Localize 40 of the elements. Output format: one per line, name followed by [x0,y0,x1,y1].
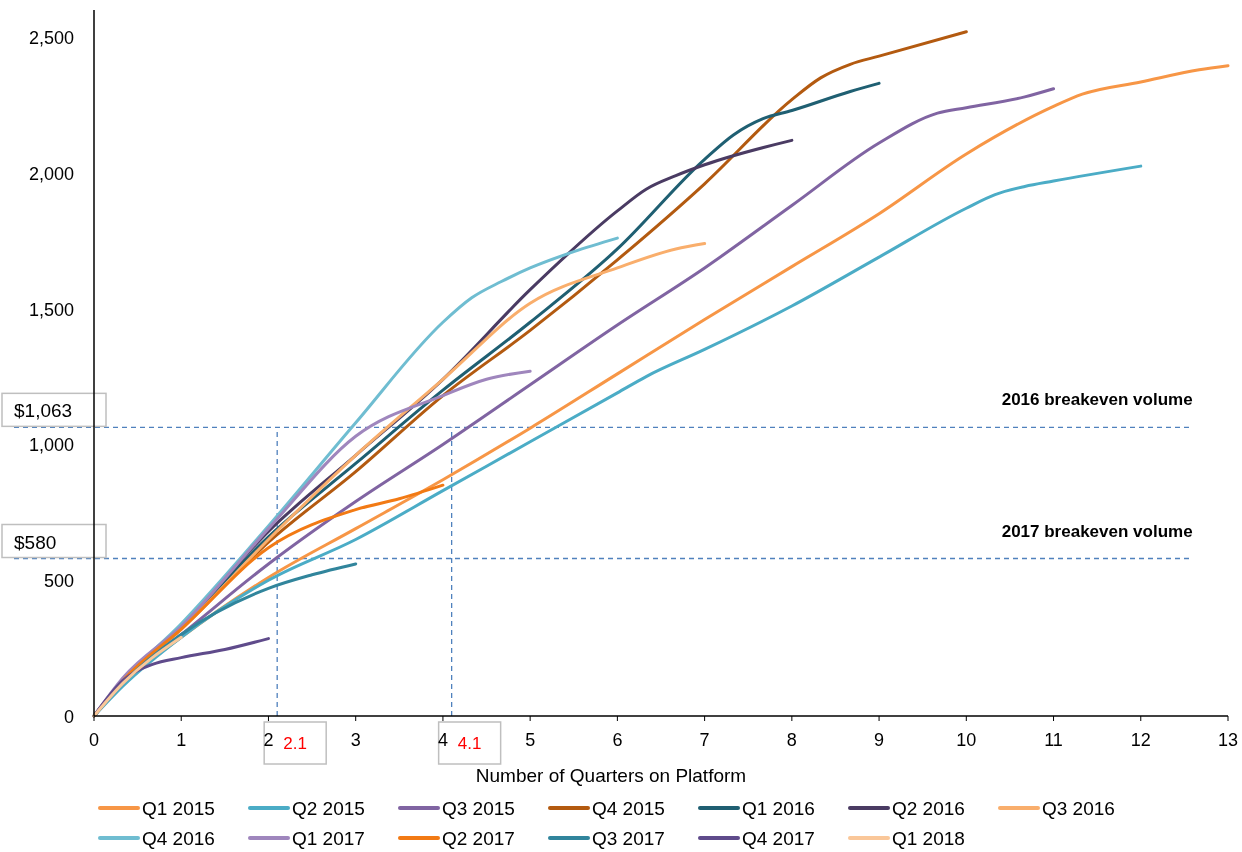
y-tick-label: 500 [43,571,74,592]
x-tick-label: 2 [263,730,274,750]
legend-label: Q2 2016 [892,798,965,819]
x-tick-label: 4 [437,730,448,750]
x-tick-label: 6 [612,730,623,750]
y-tick-label: 2,500 [28,28,74,49]
legend-label: Q2 2015 [292,798,365,819]
legend-label: Q1 2017 [292,828,365,849]
legend-label: Q3 2017 [592,828,665,849]
x-tick-label: 7 [699,730,710,750]
legend-label: Q1 2015 [142,798,215,819]
x-axis-title: Number of Quarters on Platform [475,765,747,786]
x-tick-label: 5 [525,730,536,750]
x-tick-label: 13 [1217,730,1239,750]
x-tick-label: 3 [350,730,361,750]
legend-label: Q4 2016 [142,828,215,849]
x-tick-label: 8 [786,730,797,750]
ref-line-label: 4.1 [457,734,482,753]
legend-label: Q4 2017 [742,828,815,849]
legend-label: Q1 2018 [892,828,965,849]
legend-label: Q4 2015 [592,798,665,819]
ref-line-label: 2.1 [283,734,307,753]
legend-label: Q1 2016 [742,798,815,819]
legend-label: Q3 2015 [442,798,515,819]
annotation: 2017 breakeven volume [1001,521,1193,541]
ref-line-label: $580 [14,531,57,553]
annotation: 2016 breakeven volume [1001,390,1193,410]
x-tick-label: 10 [956,730,977,750]
y-tick-label: 1,000 [28,435,74,456]
x-tick-label: 12 [1130,730,1151,750]
legend-label: Q3 2016 [1042,798,1115,819]
y-tick-label: 0 [63,707,74,727]
x-tick-label: 11 [1044,730,1063,750]
x-tick-label: 9 [874,730,885,750]
ref-line-label: $1,063 [14,400,73,422]
y-tick-label: 2,000 [28,163,74,184]
x-tick-label: 0 [88,730,100,750]
x-tick-label: 1 [176,730,187,750]
y-tick-label: 1,500 [28,299,74,320]
legend-label: Q2 2017 [442,828,515,849]
